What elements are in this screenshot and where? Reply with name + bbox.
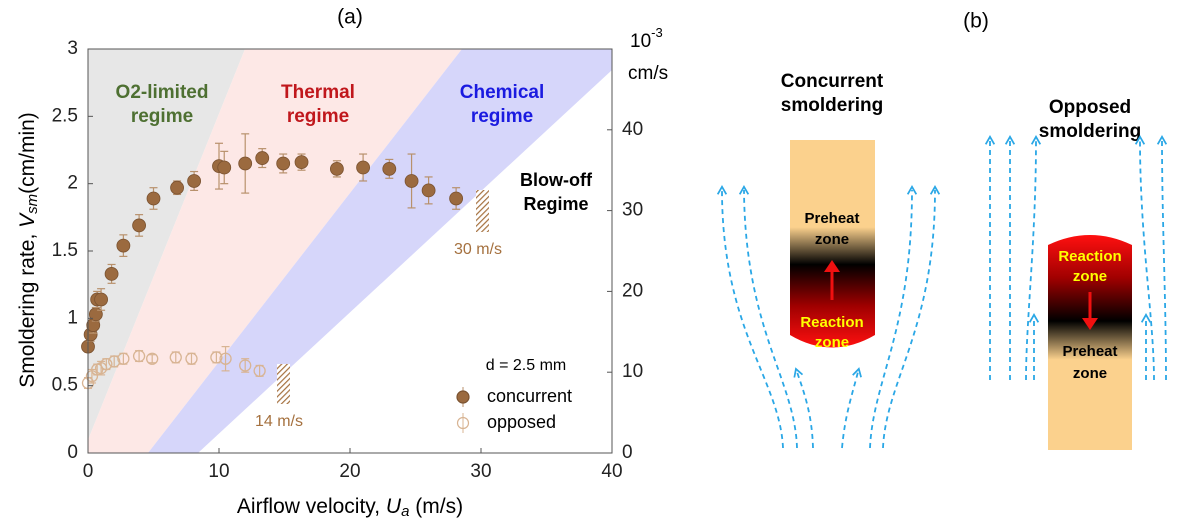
data-point: [450, 192, 463, 205]
legend-label: opposed: [487, 412, 556, 432]
y-tick-label: 3: [67, 38, 78, 59]
y-tick-label: 2.5: [52, 105, 78, 126]
x-label-unit: (m/s): [409, 495, 463, 518]
data-point: [383, 162, 396, 175]
data-point: [256, 152, 269, 165]
x-label-sub: a: [401, 503, 409, 520]
data-point: [405, 174, 418, 187]
flow-line: [722, 190, 783, 448]
annotation: 14 m/s: [255, 413, 303, 430]
y-tick-label: 1: [67, 307, 78, 328]
data-point: [117, 239, 130, 252]
y-label-sub: sm: [24, 194, 41, 214]
flow-line: [1162, 140, 1166, 380]
panel-a-label: (a): [337, 6, 363, 29]
opposed-diagram: Opposed smoldering Reaction zone Preheat…: [990, 97, 1166, 450]
flow-line: [744, 190, 797, 448]
y2-label-base: 10: [630, 31, 651, 52]
zone-label: Preheat: [1062, 343, 1117, 360]
data-point: [147, 192, 160, 205]
flow-line: [870, 190, 912, 448]
data-point: [188, 174, 201, 187]
y2-tick-label: 20: [622, 280, 643, 301]
y2-tick-label: 30: [622, 200, 643, 221]
data-point: [277, 157, 290, 170]
x-tick-label: 0: [83, 461, 94, 482]
data-point: [105, 267, 118, 280]
y-label-unit: (cm/min): [16, 112, 39, 194]
data-point: [295, 156, 308, 169]
annotation: 30 m/s: [454, 241, 502, 258]
data-point: [239, 157, 252, 170]
panel-title: smoldering: [781, 95, 883, 116]
y-tick-label: 0: [67, 442, 78, 463]
figure: concurrent opposed (a) Airflow velocity, …: [0, 0, 1188, 524]
x-label-text: Airflow velocity,: [237, 495, 386, 518]
y2-tick-label: 0: [622, 442, 633, 463]
x-tick-label: 40: [601, 461, 622, 482]
data-point: [330, 162, 343, 175]
annotation: Regime: [523, 194, 588, 214]
data-point: [357, 161, 370, 174]
annotation: d = 2.5 mm: [486, 357, 566, 374]
legend-marker: [457, 391, 469, 403]
legend-label: concurrent: [487, 386, 572, 406]
panel-title: Opposed: [1049, 97, 1131, 118]
flow-line: [883, 190, 935, 448]
concurrent-diagram: Concurrent smoldering Preheat zone React…: [722, 71, 935, 448]
annotation: regime: [471, 106, 533, 127]
panel-title: Concurrent: [781, 71, 884, 92]
data-point: [171, 181, 184, 194]
annotation: Thermal: [281, 82, 355, 103]
annotation: O2-limited: [116, 82, 209, 103]
y-label-text: Smoldering rate,: [16, 228, 39, 388]
panel-title: smoldering: [1039, 121, 1141, 142]
zone-label: Reaction: [800, 314, 863, 331]
zone-label: zone: [1073, 268, 1107, 285]
annotation: Chemical: [460, 82, 544, 103]
y-tick-label: 2: [67, 173, 78, 194]
zone-label: zone: [815, 231, 849, 248]
y-axis-label: Smoldering rate, Vsm(cm/min): [16, 112, 41, 388]
flow-line: [842, 372, 858, 448]
x-axis-label: Airflow velocity, Ua (m/s): [237, 495, 463, 520]
y2-axis-label: 10-3: [630, 25, 663, 52]
y2-axis-unit: cm/s: [628, 63, 668, 84]
zone-label: Reaction: [1058, 248, 1121, 265]
y2-label-exp: -3: [651, 25, 663, 40]
zone-label: zone: [815, 334, 849, 351]
data-point: [218, 161, 231, 174]
annotation: Blow-off: [520, 170, 593, 190]
panel-b-label: (b): [963, 10, 989, 33]
data-point: [95, 293, 108, 306]
y-tick-label: 1.5: [52, 240, 78, 261]
data-point: [133, 219, 146, 232]
y2-tick-label: 40: [622, 119, 643, 140]
annotation: regime: [287, 106, 349, 127]
zone-label: zone: [1073, 365, 1107, 382]
annotation: regime: [131, 106, 193, 127]
y2-tick-label: 10: [622, 361, 643, 382]
zone-label: Preheat: [804, 210, 859, 227]
data-point: [422, 184, 435, 197]
flow-line: [797, 372, 813, 448]
flow-line: [1140, 140, 1154, 380]
x-label-symbol: U: [386, 495, 402, 518]
y-tick-label: 0.5: [52, 375, 78, 396]
x-tick-label: 10: [208, 461, 229, 482]
hatch-30: [476, 190, 489, 232]
x-tick-label: 20: [339, 461, 360, 482]
hatch-14: [277, 364, 290, 404]
x-tick-label: 30: [470, 461, 491, 482]
